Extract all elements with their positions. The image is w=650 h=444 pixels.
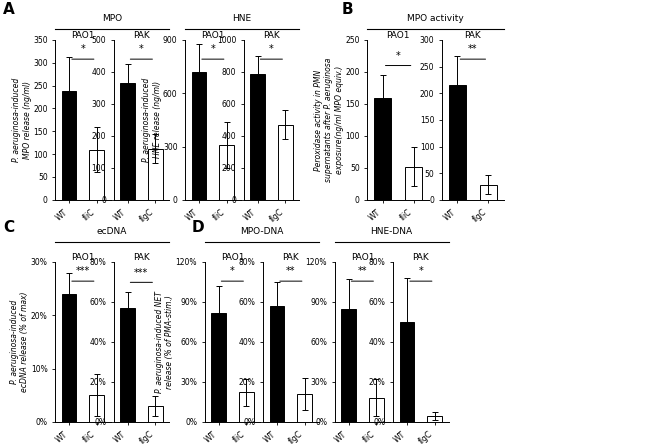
Text: ecDNA: ecDNA [97,227,127,236]
Bar [270,306,285,422]
Title: PAK: PAK [465,31,481,40]
Bar [148,406,162,422]
Text: **: ** [358,266,367,276]
Bar [297,394,312,422]
Title: PAO1: PAO1 [71,253,95,262]
Y-axis label: P. aeruginosa-induced
HNE release (ng/ml): P. aeruginosa-induced HNE release (ng/ml… [142,78,162,162]
Text: *: * [139,44,144,54]
Bar [374,98,391,200]
Bar [427,416,442,422]
Text: B: B [341,2,353,17]
Bar [369,398,383,422]
Bar [62,294,77,422]
Bar [341,309,356,422]
Bar [148,149,162,200]
Title: PAO1: PAO1 [386,31,410,40]
Text: *: * [269,44,274,54]
Text: *: * [396,51,400,61]
Bar [278,125,292,200]
Bar [219,145,234,200]
Text: *: * [81,44,85,54]
Text: *: * [419,266,423,276]
Text: MPO activity: MPO activity [407,14,464,23]
Y-axis label: P. aeruginosa-induced NET
release (% of PMA-stim.): P. aeruginosa-induced NET release (% of … [155,291,174,393]
Text: HNE-DNA: HNE-DNA [370,227,413,236]
Title: PAK: PAK [413,253,429,262]
Title: PAK: PAK [263,31,280,40]
Bar [480,185,497,200]
Title: PAK: PAK [133,253,150,262]
Text: MPO: MPO [102,14,122,23]
Text: **: ** [468,44,478,54]
Text: A: A [3,2,15,17]
Bar [406,166,422,200]
Y-axis label: P. aeruginosa-induced
ecDNA release (% of max): P. aeruginosa-induced ecDNA release (% o… [10,292,29,392]
Text: ***: *** [76,266,90,276]
Bar [211,313,226,422]
Bar [400,322,415,422]
Text: *: * [230,266,235,276]
Title: PAO1: PAO1 [350,253,374,262]
Text: ***: *** [135,268,148,278]
Title: PAK: PAK [133,31,150,40]
Text: **: ** [286,266,296,276]
Bar [120,83,135,200]
Text: MPO-DNA: MPO-DNA [240,227,283,236]
Title: PAO1: PAO1 [71,31,95,40]
Bar [120,308,135,422]
Bar [89,150,104,200]
Bar [449,85,465,200]
Bar [89,395,104,422]
Text: C: C [3,220,14,235]
Title: PAO1: PAO1 [201,31,225,40]
Bar [239,392,254,422]
Bar [192,72,207,200]
Y-axis label: Peroxidase activity in PMN
supernatants after P. aeruginosa
exposure(ng/ml MPO e: Peroxidase activity in PMN supernatants … [314,58,344,182]
Bar [250,74,265,200]
Title: PAO1: PAO1 [220,253,244,262]
Title: PAK: PAK [283,253,299,262]
Y-axis label: P. aeruginosa-induced
MPO release (ng/ml): P. aeruginosa-induced MPO release (ng/ml… [12,78,32,162]
Bar [62,91,77,200]
Text: *: * [211,44,215,54]
Text: D: D [192,220,204,235]
Text: HNE: HNE [233,14,252,23]
